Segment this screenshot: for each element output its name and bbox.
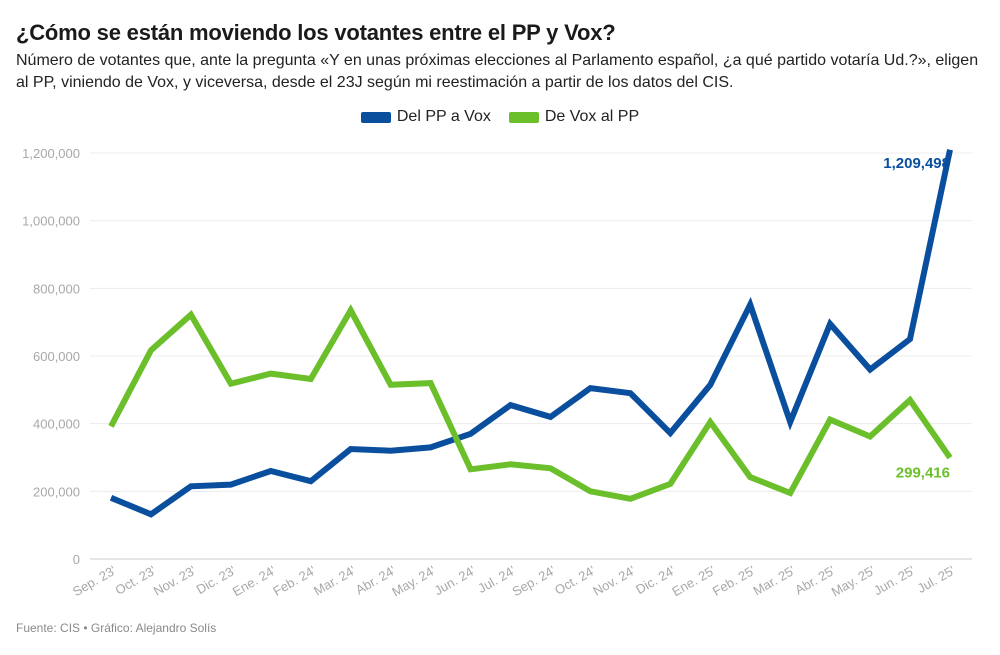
x-tick-label: Oct. 24' <box>552 563 598 598</box>
legend-swatch-vox-to-pp <box>508 111 539 123</box>
line-chart: 0 200,000 400,000 600,000 800,000 1,000,000 1,… <box>22 146 972 600</box>
series-lines <box>108 149 953 518</box>
x-tick-label: Nov. 23' <box>151 563 199 599</box>
chart-subtitle: Número de votantes que, ante la pregunta… <box>16 52 979 91</box>
y-tick-label: 1,200,000 <box>22 146 80 161</box>
end-label-vox-to-pp: 299,416 <box>896 465 950 482</box>
x-tick-label: Jun. 24' <box>431 563 478 599</box>
x-tick-label: Sep. 23' <box>70 563 118 600</box>
series-line-pp-to-vox <box>109 149 953 518</box>
y-tick-label: 400,000 <box>33 417 80 432</box>
legend-item-pp-to-vox: Del PP a Vox <box>360 108 491 126</box>
x-tick-label: Mar. 25' <box>750 563 797 599</box>
source-footer: Fuente: CIS • Gráfico: Alejandro Solís <box>16 621 217 635</box>
x-tick-label: Feb. 24' <box>270 563 318 599</box>
x-tick-label: Oct. 23' <box>113 563 159 598</box>
y-tick-label: 1,000,000 <box>22 214 80 229</box>
x-tick-label: Dic. 23' <box>194 563 239 597</box>
y-tick-label: 800,000 <box>33 281 80 296</box>
x-tick-label: May. 24' <box>389 563 438 600</box>
x-tick-label: May. 25' <box>829 563 878 600</box>
x-tick-label: Abr. 24' <box>353 563 398 598</box>
legend-label-pp-to-vox: Del PP a Vox <box>396 108 491 125</box>
x-tick-label: Mar. 24' <box>311 563 358 599</box>
x-tick-label: Nov. 24' <box>590 563 638 599</box>
x-tick-label: Abr. 25' <box>792 563 837 598</box>
x-tick-label: Sep. 24' <box>510 563 558 600</box>
series-line-vox-to-pp <box>108 304 953 502</box>
x-tick-label: Ene. 25' <box>669 563 717 600</box>
legend-label-vox-to-pp: De Vox al PP <box>544 108 640 125</box>
y-tick-label: 600,000 <box>33 349 80 364</box>
y-tick-label: 200,000 <box>33 484 80 499</box>
legend-swatch-pp-to-vox <box>360 111 391 123</box>
grid-lines <box>90 152 972 560</box>
x-axis-ticks: Sep. 23'Oct. 23'Nov. 23'Dic. 23'Ene. 24'… <box>70 563 957 600</box>
end-labels: 1,209,498 299,416 <box>883 155 950 482</box>
x-tick-label: Feb. 25' <box>710 563 758 599</box>
end-label-pp-to-vox: 1,209,498 <box>883 155 950 172</box>
x-tick-label: Jul. 25' <box>915 563 958 596</box>
chart-title: ¿Cómo se están moviendo los votantes ent… <box>16 20 616 45</box>
legend-item-vox-to-pp: De Vox al PP <box>508 108 640 126</box>
y-tick-label: 0 <box>73 552 80 567</box>
y-axis-ticks: 0 200,000 400,000 600,000 800,000 1,000,000 1,… <box>22 146 80 567</box>
legend: Del PP a Vox De Vox al PP <box>0 108 1000 126</box>
x-tick-label: Dic. 24' <box>633 563 678 597</box>
x-tick-label: Jun. 25' <box>871 563 918 599</box>
x-tick-label: Ene. 24' <box>230 563 278 600</box>
